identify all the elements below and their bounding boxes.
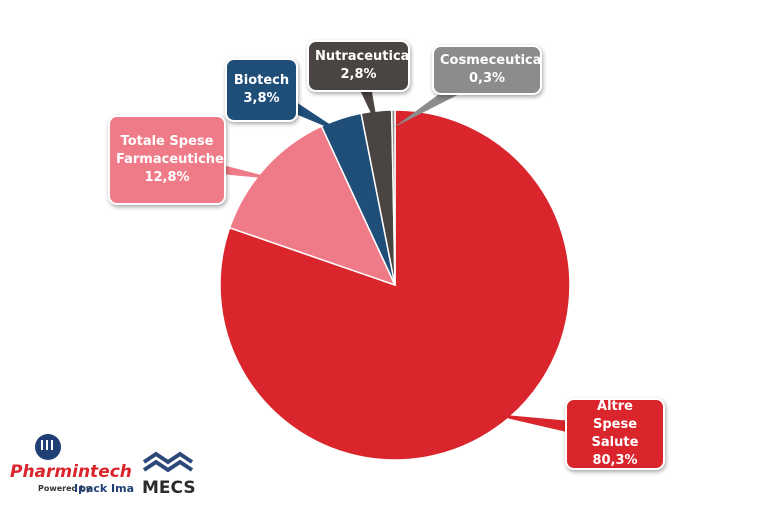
data-label: Cosmeceutica 0,3%: [432, 45, 542, 95]
label-value: 0,3%: [468, 71, 506, 86]
label-name: Biotech: [233, 73, 290, 88]
data-label: Biotech 3,8%: [225, 58, 298, 122]
logo-text: Powered by: [38, 484, 91, 493]
data-label: Nutraceutica 2,8%: [307, 40, 410, 92]
label-value: 3,8%: [243, 91, 280, 106]
data-label: Totale Spese Farmaceutiche 12,8%: [108, 115, 226, 205]
slice: [390, 109, 396, 286]
slices: [219, 109, 571, 461]
label-value: 80,3%: [592, 453, 638, 468]
data-label: Altre Spese Salute 80,3%: [565, 398, 665, 470]
label-name: Cosmeceutica: [440, 53, 542, 68]
label-value: 2,8%: [340, 67, 377, 82]
label-value: 12,8%: [144, 170, 190, 185]
label-name: Altre Spese Salute: [591, 399, 639, 450]
logo-text: Ipack Ima: [74, 482, 135, 495]
label-name: Totale Spese Farmaceutiche: [116, 134, 224, 167]
label-name: Nutraceutica: [315, 49, 410, 64]
slice: [228, 125, 397, 287]
logo-text: Pharmintech: [10, 462, 132, 482]
logo-icon: [35, 434, 194, 473]
logo-text: MECS: [142, 478, 196, 498]
